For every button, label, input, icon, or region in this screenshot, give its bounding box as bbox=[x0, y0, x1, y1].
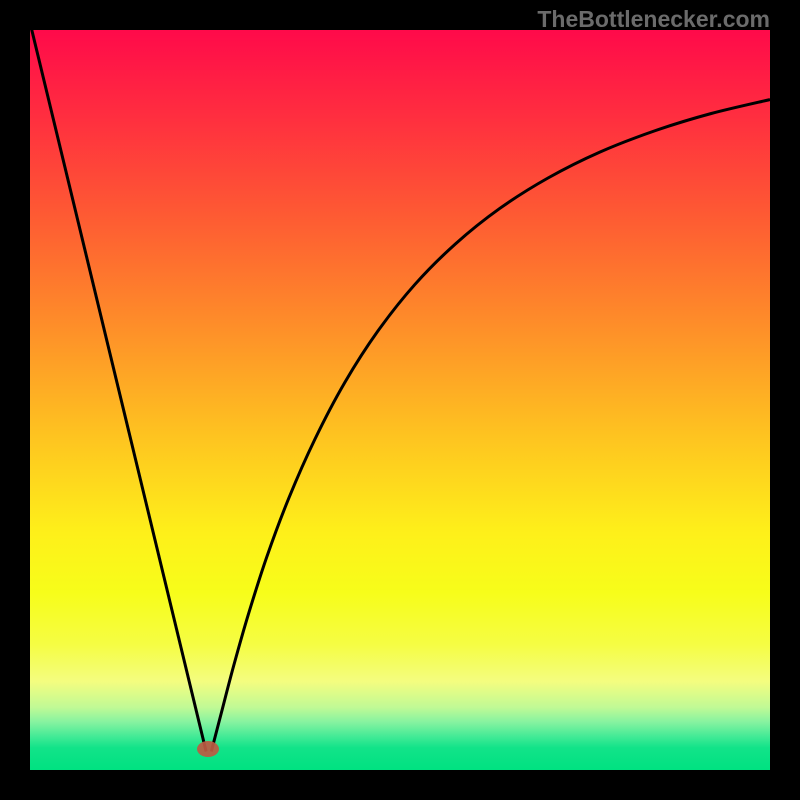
curve-layer bbox=[30, 30, 770, 770]
plot-area bbox=[30, 30, 770, 770]
chart-container: TheBottlenecker.com bbox=[0, 0, 800, 800]
curve-left-branch bbox=[30, 30, 206, 752]
curve-right-branch bbox=[211, 100, 770, 752]
watermark-text: TheBottlenecker.com bbox=[537, 6, 770, 33]
